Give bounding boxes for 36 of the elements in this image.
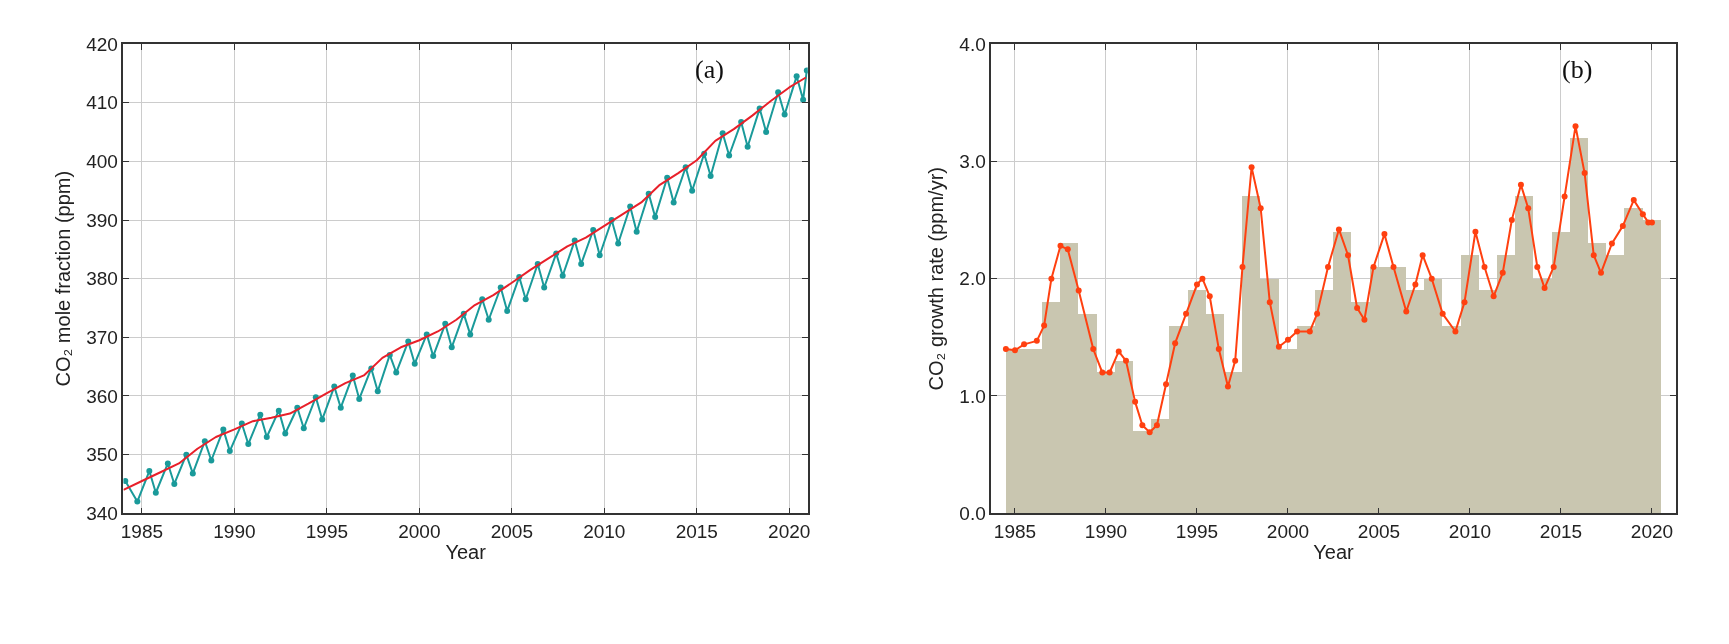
x-tick-label: 1990: [1084, 520, 1128, 542]
x-tick-label: 2020: [1630, 520, 1674, 542]
x-axis-title: Year: [1313, 540, 1355, 563]
y-tick-label: 2.0: [959, 268, 986, 290]
y-tick-label: 410: [86, 92, 118, 114]
x-axis-title: Year: [445, 540, 487, 563]
x-tick-label: 2005: [1357, 520, 1401, 542]
x-tick-label: 2010: [583, 520, 626, 542]
y-tick-label: 1.0: [959, 385, 986, 407]
x-tick-label: 2010: [1448, 520, 1492, 542]
x-tick-label: 1990: [213, 520, 256, 542]
y-tick-label: 360: [86, 385, 118, 407]
x-tick-label: 1995: [1175, 520, 1219, 542]
y-axis-title: CO₂ mole fraction (ppm): [52, 170, 75, 387]
y-tick-label: 3.0: [959, 151, 986, 173]
y-tick-label: 0.0: [959, 502, 986, 524]
y-tick-label: 380: [86, 268, 118, 290]
y-tick-label: 340: [86, 502, 118, 524]
x-tick-label: 1985: [993, 520, 1037, 542]
annotation: (b): [1562, 55, 1593, 84]
x-tick-label: 2000: [398, 520, 441, 542]
y-tick-label: 400: [86, 151, 118, 173]
y-tick-label: 390: [86, 209, 118, 231]
x-tick-label: 2015: [675, 520, 718, 542]
y-tick-label: 420: [86, 33, 118, 55]
y-axis-title: CO₂ growth rate (ppm/yr): [925, 166, 948, 391]
x-tick-label: 2020: [768, 520, 811, 542]
x-tick-label: 1985: [120, 520, 164, 542]
x-tick-label: 2015: [1539, 520, 1583, 542]
x-tick-label: 2005: [490, 520, 533, 542]
x-tick-label: 2000: [1266, 520, 1310, 542]
annotation: (a): [695, 55, 724, 84]
y-tick-label: 370: [86, 326, 118, 348]
y-tick-label: 350: [86, 444, 118, 466]
x-tick-label: 1995: [305, 520, 349, 542]
y-tick-label: 4.0: [959, 33, 986, 55]
